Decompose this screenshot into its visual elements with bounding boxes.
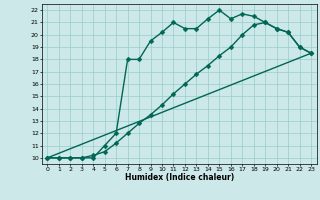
X-axis label: Humidex (Indice chaleur): Humidex (Indice chaleur) xyxy=(124,173,234,182)
